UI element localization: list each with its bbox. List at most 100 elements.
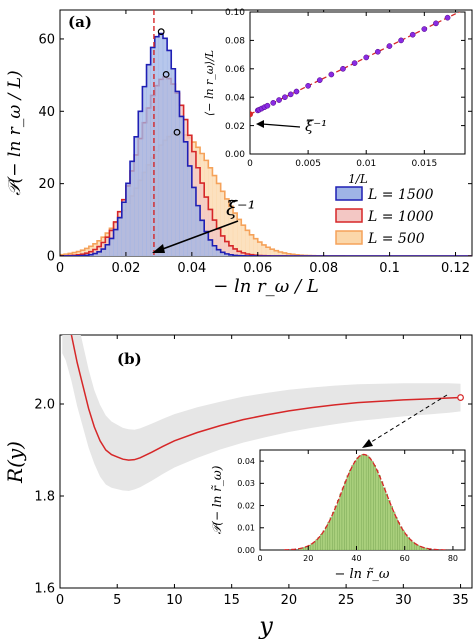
panel-b-xtick-label: 20 [281, 593, 298, 608]
uncertainty-band [62, 335, 461, 491]
histogram-bar-l1500 [158, 33, 164, 256]
inset-b-ytick-label: 0.04 [237, 457, 255, 466]
histogram-outline-l1500 [60, 32, 472, 256]
peak-marker-l1000 [162, 70, 170, 78]
legend-label-500: L = 500 [367, 231, 425, 247]
inset-b-bar [351, 465, 355, 550]
panel-a-label: (a) [68, 13, 92, 31]
histogram-bar-l1500 [171, 68, 176, 256]
inset-data-point [374, 48, 381, 55]
inset-data-point [264, 102, 271, 109]
inset-a-ytick-label: 0.06 [225, 65, 245, 75]
inset-data-point [363, 54, 370, 61]
inset-b-bar [406, 537, 410, 550]
inset-b-bar [378, 475, 381, 550]
inset-b-bar [327, 522, 331, 550]
inset-a-ylabel: ⟨− ln r_ω⟩/L [203, 50, 216, 116]
inset-b-bar [394, 517, 398, 550]
inset-b-bar [361, 454, 364, 550]
panel-b-label: (b) [117, 350, 142, 368]
panel-b-plot [62, 335, 464, 491]
inset-b-bar [339, 493, 343, 550]
peak-marker-l1500 [157, 28, 165, 36]
inset-b-bar [349, 469, 352, 550]
inset-b-bar [390, 506, 393, 550]
panel-a: 0 0.02 0.04 0.06 0.08 0.1 0.12 0 20 40 60 (a) − ln… [5, 8, 473, 297]
panel-b-ylabel: R(y) [3, 441, 27, 484]
legend: L = 1500 L = 1000 L = 500 [335, 186, 434, 247]
panel-a-xlabel: − ln r_ω / L [213, 276, 319, 297]
histogram-bar-l1500 [154, 36, 160, 256]
inset-data-point [305, 82, 311, 89]
inset-b-bar [373, 465, 376, 550]
inset-b-xlabel: − ln r̃_ω [334, 567, 389, 582]
inset-b-bar [310, 543, 314, 550]
panel-a-xtick-label: 0.06 [243, 261, 272, 276]
inset-data-point [270, 100, 277, 106]
panel-a-xi-label: ξ̃⁻¹ [226, 196, 256, 220]
panel-b-xtick-label: 10 [166, 593, 183, 608]
panel-b-xtick-label: 5 [113, 593, 121, 608]
intercept-point [250, 111, 253, 118]
inset-b-bar [322, 530, 326, 550]
inset-b-plot [284, 453, 449, 550]
inset-data-point [316, 77, 323, 84]
inset-xi-arrowhead [256, 120, 264, 128]
legend-label-1500: L = 1500 [367, 187, 434, 203]
inset-b-bar [346, 475, 350, 550]
inset-b-ytick-label: 0.01 [237, 524, 255, 533]
inset-a-xtick-label: 0.005 [295, 159, 321, 169]
panel-b-xlabel: y [258, 612, 273, 639]
inset-a-ytick-label: 0.08 [225, 37, 245, 47]
inset-b-bar [324, 526, 328, 550]
inset-b-bar [399, 526, 403, 550]
panel-b: 0 5 10 15 20 25 30 35 1.6 1.8 2.0 (b) y R(y) 0 20 40… [3, 334, 473, 639]
inset-b-bar [387, 500, 391, 550]
inset-data-point [287, 91, 294, 98]
inset-b-bar [315, 539, 319, 550]
inset-b-xtick-label: 0 [257, 554, 262, 563]
inset-data-point [293, 88, 300, 95]
histogram-outline-l1000 [60, 76, 472, 256]
inset-b-axes: 0 20 40 60 80 0.00 0.01 0.02 0.03 0.04 [237, 450, 465, 563]
inset-b-xtick-label: 80 [448, 554, 458, 563]
inset-b-ytick-label: 0.00 [237, 546, 255, 555]
inset-b-bar [385, 493, 388, 550]
inset-b-bar [356, 457, 360, 550]
legend-swatch-500 [335, 230, 363, 245]
panel-a-inset: 0 0.005 0.01 0.0150.000.020.040.060.080.10 … [203, 8, 466, 186]
inset-b-bar [353, 460, 357, 550]
xi-arrow [159, 220, 239, 251]
inset-a-frame [249, 11, 466, 155]
inset-b-bar [380, 481, 384, 550]
inset-b-fit-curve [284, 453, 449, 550]
inset-b-bar [341, 487, 345, 550]
inset-b-bar [392, 511, 396, 550]
inset-a-ytick-label: 0.02 [225, 122, 245, 132]
inset-a-plot [250, 12, 461, 118]
inset-b-bar [397, 522, 401, 550]
panel-b-ytick-label: 1.6 [34, 582, 55, 597]
r-of-y-line [70, 335, 461, 461]
legend-swatch-1500 [335, 186, 363, 201]
inset-b-xtick-label: 40 [351, 554, 361, 563]
histogram-bar-l1500 [166, 50, 172, 256]
zoom-arrowhead [362, 439, 373, 448]
inset-b-bar [375, 469, 379, 550]
zoom-arrow [367, 394, 448, 445]
inset-b-bar [382, 487, 386, 550]
inset-a-ytick-label: 0.04 [225, 93, 245, 103]
panel-a-ytick-label: 20 [38, 177, 55, 192]
inset-b-xtick-label: 60 [400, 554, 410, 563]
inset-a-ytick-label: 0.00 [225, 150, 245, 160]
inset-b-ytick-label: 0.02 [237, 501, 255, 510]
panel-b-inset: 0 20 40 60 800.000.010.020.030.04 − ln r̃_ω … [210, 449, 466, 582]
panel-a-xtick-label: 0 [56, 261, 64, 276]
inset-b-ylabel: 𝒫(− ln r̃_ω) [210, 465, 224, 534]
inset-data-point [409, 31, 416, 38]
inset-data-point [328, 71, 335, 78]
inset-data-point [433, 20, 439, 27]
inset-data-point [421, 26, 428, 32]
panel-a-xtick-label: 0.04 [177, 261, 206, 276]
